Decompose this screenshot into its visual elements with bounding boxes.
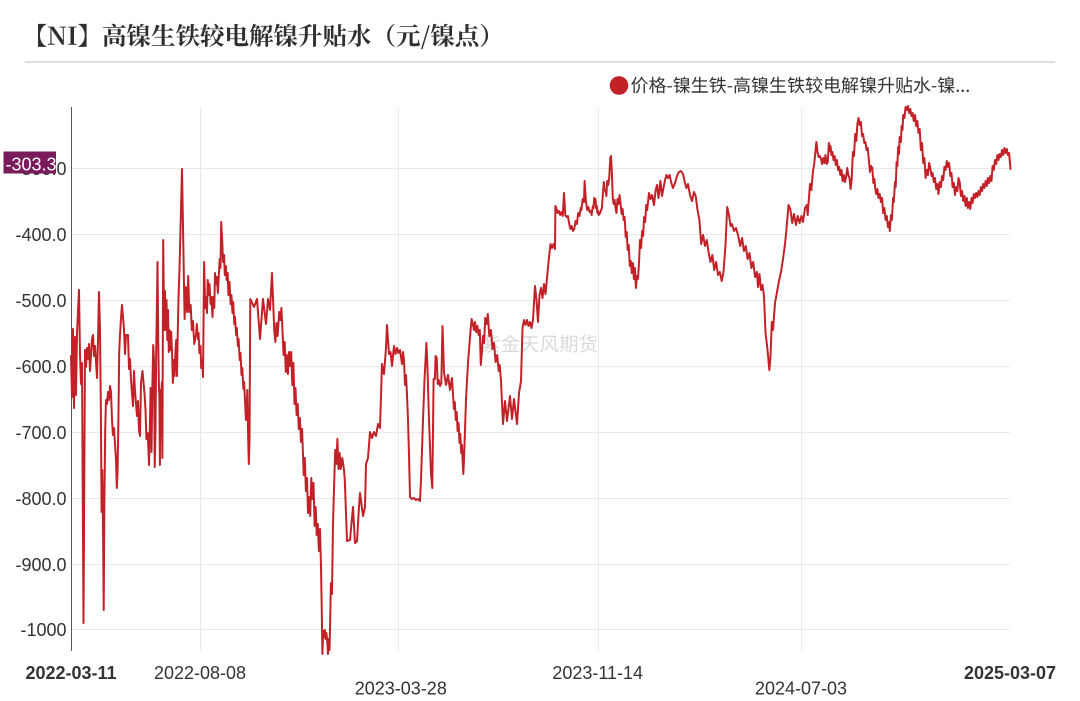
svg-text:-303.3: -303.3 <box>6 155 57 175</box>
svg-text:2022-08-08: 2022-08-08 <box>154 663 246 683</box>
svg-text:2023-03-28: 2023-03-28 <box>355 679 447 699</box>
svg-text:-600.0: -600.0 <box>15 357 66 377</box>
svg-text:-1000: -1000 <box>20 620 66 640</box>
svg-text:-900.0: -900.0 <box>15 555 66 575</box>
svg-text:-500.0: -500.0 <box>15 291 66 311</box>
svg-text:-800.0: -800.0 <box>15 489 66 509</box>
svg-text:2023-11-14: 2023-11-14 <box>552 663 643 683</box>
svg-text:-400.0: -400.0 <box>15 225 66 245</box>
svg-text:2025-03-07: 2025-03-07 <box>964 663 1056 683</box>
svg-text:2024-07-03: 2024-07-03 <box>755 679 847 699</box>
svg-text:2022-03-11: 2022-03-11 <box>25 663 116 683</box>
svg-text:-700.0: -700.0 <box>15 423 66 443</box>
